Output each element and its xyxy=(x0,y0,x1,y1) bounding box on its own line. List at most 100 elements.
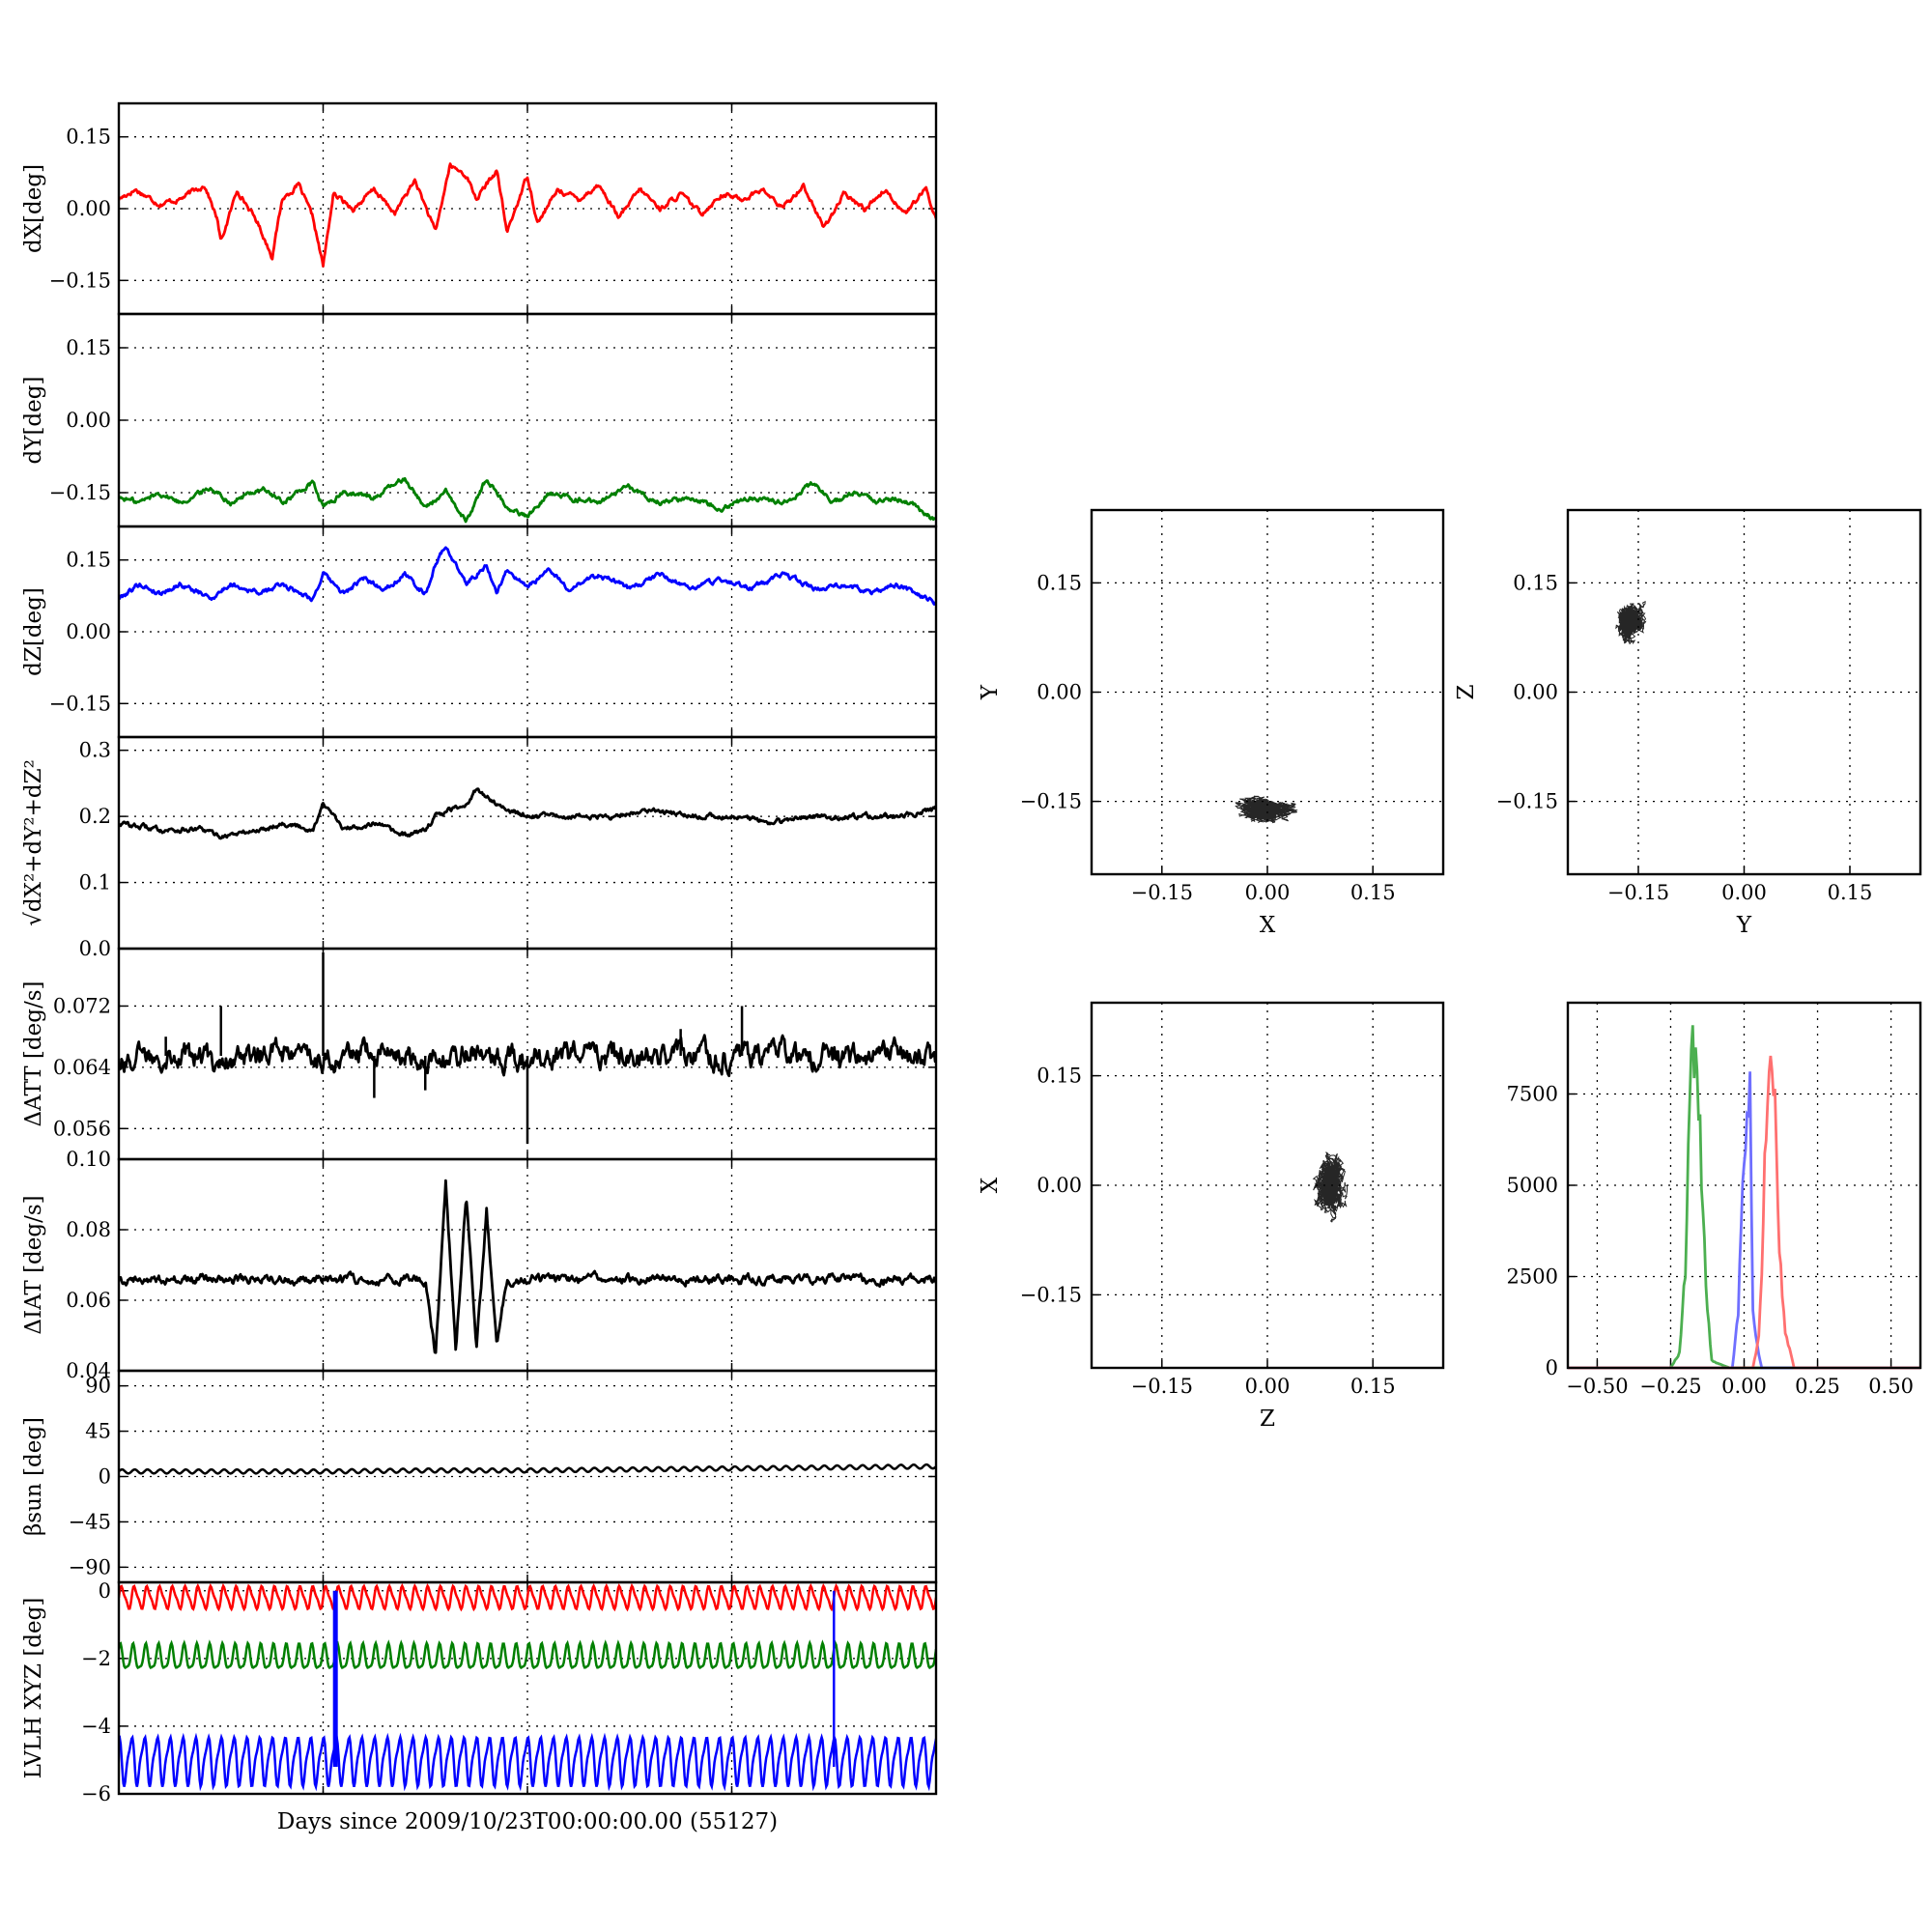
yz-scatter-ytick-label: 0.00 xyxy=(1513,681,1558,704)
yz-scatter-panel: −0.15 −0.15 0.00 0.00 0.15 0.15 Y Z xyxy=(1454,508,1922,938)
dy-panel: −0.15 0.00 0.15 dY[deg] xyxy=(21,312,938,528)
yz-scatter-ytick-label: 0.15 xyxy=(1513,571,1558,594)
xy-scatter-ytick-label: 0.00 xyxy=(1037,681,1082,704)
yz-scatter-xtick-label: 0.00 xyxy=(1721,881,1767,904)
dr-series-line xyxy=(119,787,936,840)
diat-series-line xyxy=(119,1179,936,1354)
dy-ytick-label: 0.15 xyxy=(66,336,111,359)
dz-panel: −0.15 0.00 0.15 dZ[deg] xyxy=(21,525,938,739)
lvlh-ylabel: LVLH XYZ [deg] xyxy=(21,1598,46,1779)
diat-plot-area xyxy=(119,1179,936,1354)
beta-panel: −90 −45 0 45 90 βsun [deg] xyxy=(21,1369,938,1584)
dr-ytick-label: 0.2 xyxy=(79,805,111,828)
diat-panel: 0.04 0.06 0.08 0.10 ΔIAT [deg/s] xyxy=(21,1148,938,1382)
dx-ytick-label: −0.15 xyxy=(49,269,111,292)
dy-ytick-label: −0.15 xyxy=(49,481,111,504)
dz-ytick-label: −0.15 xyxy=(49,692,111,715)
dx-panel: −0.15 0.00 0.15 dX[deg] xyxy=(21,101,938,316)
yz-scatter-xlabel: Y xyxy=(1736,913,1752,938)
dr-ylabel: √dX²+dY²+dZ² xyxy=(21,759,46,926)
xy-scatter-trajectory xyxy=(1235,795,1298,824)
beta-plot-area xyxy=(119,1463,936,1475)
dz-ylabel: dZ[deg] xyxy=(21,587,46,676)
lvlh-series-line xyxy=(119,1583,936,1612)
xy-scatter-xtick-label: 0.00 xyxy=(1245,881,1291,904)
yz-scatter-trajectory xyxy=(1615,600,1647,645)
lvlh-ytick-label: −4 xyxy=(81,1715,111,1738)
zx-scatter-xtick-label: 0.00 xyxy=(1245,1375,1291,1398)
dr-ytick-label: 0.0 xyxy=(79,937,111,960)
datt-ytick-label: 0.056 xyxy=(53,1117,111,1140)
datt-panel: 0.056 0.064 0.072 ΔATT [deg/s] xyxy=(21,947,938,1161)
lvlh-ytick-label: −6 xyxy=(81,1782,111,1805)
dr-ytick-label: 0.1 xyxy=(79,871,111,895)
dx-ytick-label: 0.15 xyxy=(66,126,111,149)
beta-ytick-label: −90 xyxy=(69,1555,111,1578)
dr-ytick-label: 0.3 xyxy=(79,739,111,762)
diat-ytick-label: 0.10 xyxy=(66,1148,111,1171)
diat-ytick-label: 0.08 xyxy=(66,1218,111,1241)
dz-plot-area xyxy=(119,546,936,606)
diat-ytick-label: 0.04 xyxy=(66,1359,111,1382)
lvlh-plot-area xyxy=(119,1583,936,1792)
dr-panel: 0.0 0.1 0.2 0.3 √dX²+dY²+dZ² xyxy=(21,735,938,960)
datt-ylabel: ΔATT [deg/s] xyxy=(21,981,46,1127)
dr-plot-area xyxy=(119,787,936,840)
zx-scatter-ytick-label: −0.15 xyxy=(1020,1283,1082,1306)
datt-plot-area xyxy=(119,952,936,1145)
beta-ytick-label: −45 xyxy=(69,1510,111,1533)
yz-scatter-xtick-label: 0.15 xyxy=(1828,881,1873,904)
zx-scatter-xlabel: Z xyxy=(1260,1406,1275,1432)
zx-scatter-ytick-label: 0.15 xyxy=(1037,1065,1082,1088)
datt-ytick-label: 0.072 xyxy=(53,994,111,1017)
dy-ytick-label: 0.00 xyxy=(66,409,111,432)
histogram-xtick-label: −0.25 xyxy=(1639,1375,1701,1398)
histogram-ytick-label: 0 xyxy=(1546,1356,1558,1379)
histogram-xtick-label: 0.25 xyxy=(1795,1375,1840,1398)
diat-ylabel: ΔIAT [deg/s] xyxy=(21,1195,46,1334)
yz-scatter-ylabel: Z xyxy=(1454,684,1479,699)
histogram-xtick-label: 0.00 xyxy=(1721,1375,1767,1398)
xy-scatter-xtick-label: 0.15 xyxy=(1350,881,1396,904)
histogram-frame xyxy=(1566,1001,1922,1370)
dz-series-line xyxy=(119,546,936,606)
zx-scatter-trajectory xyxy=(1312,1151,1350,1223)
zx-scatter-frame xyxy=(1090,1001,1445,1370)
diat-ytick-label: 0.06 xyxy=(66,1289,111,1312)
dx-ylabel: dX[deg] xyxy=(21,164,46,253)
histogram-ytick-label: 5000 xyxy=(1507,1174,1558,1197)
histogram-panel: −0.50 −0.25 0.00 0.25 0.50 0 2500 5000 7500 xyxy=(1507,1001,1922,1398)
beta-ytick-label: 45 xyxy=(85,1420,111,1443)
xy-scatter-xtick-label: −0.15 xyxy=(1131,881,1193,904)
dz-ytick-label: 0.15 xyxy=(66,549,111,572)
histogram-ytick-label: 2500 xyxy=(1507,1265,1558,1289)
dx-ytick-label: 0.00 xyxy=(66,197,111,220)
beta-series-line xyxy=(119,1463,936,1475)
dx-plot-area xyxy=(119,162,936,268)
dy-series-line xyxy=(119,476,936,524)
lvlh-frame xyxy=(117,1580,938,1796)
xy-scatter-frame xyxy=(1090,508,1445,876)
histogram-ytick-label: 7500 xyxy=(1507,1083,1558,1106)
beta-ytick-label: 90 xyxy=(85,1375,111,1398)
histogram-xtick-label: 0.50 xyxy=(1868,1375,1914,1398)
zx-scatter-xtick-label: 0.15 xyxy=(1350,1375,1396,1398)
zx-scatter-panel: −0.15 −0.15 0.00 0.00 0.15 0.15 Z X xyxy=(978,1001,1445,1432)
xy-scatter-xlabel: X xyxy=(1260,913,1276,938)
lvlh-series-line xyxy=(119,1732,936,1792)
beta-ylabel: βsun [deg] xyxy=(21,1417,46,1536)
dz-ytick-label: 0.00 xyxy=(66,620,111,643)
lvlh-panel: −6 −4 −2 0 LVLH XYZ [deg] xyxy=(21,1579,938,1805)
lvlh-series-line xyxy=(119,1639,936,1670)
xy-scatter-panel: −0.15 −0.15 0.00 0.00 0.15 0.15 X Y xyxy=(978,508,1445,938)
beta-ytick-label: 0 xyxy=(99,1465,111,1489)
dy-ylabel: dY[deg] xyxy=(21,377,46,465)
yz-scatter-ytick-label: −0.15 xyxy=(1496,790,1558,813)
dx-series-line xyxy=(119,162,936,268)
yz-scatter-frame xyxy=(1566,508,1922,876)
zx-scatter-xtick-label: −0.15 xyxy=(1131,1375,1193,1398)
lvlh-ytick-label: −2 xyxy=(81,1647,111,1670)
zx-scatter-ytick-label: 0.00 xyxy=(1037,1174,1082,1197)
xy-scatter-ylabel: Y xyxy=(978,684,1003,700)
